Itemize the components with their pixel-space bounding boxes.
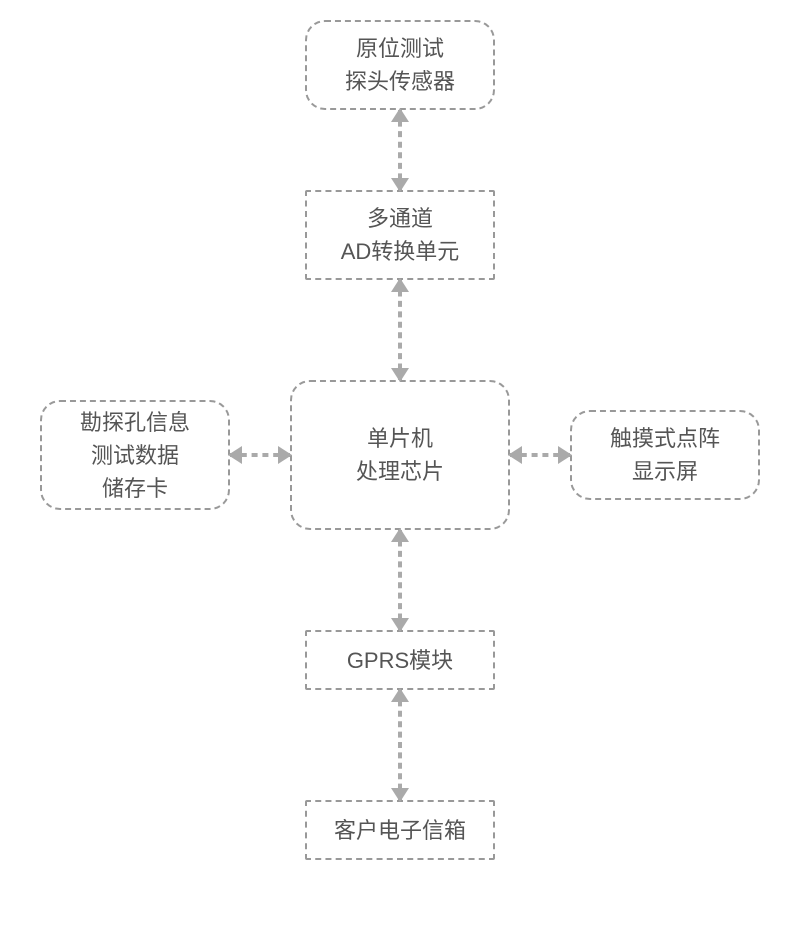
edge-storage-mcu (230, 449, 290, 461)
arrow-head-icon (391, 368, 409, 382)
node-sensor: 原位测试 探头传感器 (305, 20, 495, 110)
arrow-head-icon (391, 618, 409, 632)
node-gprs: GPRS模块 (305, 630, 495, 690)
node-label: 探头传感器 (345, 65, 455, 98)
node-label: 处理芯片 (356, 455, 444, 488)
node-label: 单片机 (367, 422, 433, 455)
arrow-head-icon (391, 108, 409, 122)
node-label: 触摸式点阵 (610, 422, 720, 455)
node-label: 客户电子信箱 (334, 814, 466, 847)
edge-gprs-email (394, 690, 406, 800)
edge-ad-mcu (394, 280, 406, 380)
edge-mcu-display (510, 449, 570, 461)
edge-mcu-gprs (394, 530, 406, 630)
node-ad-converter: 多通道 AD转换单元 (305, 190, 495, 280)
arrow-head-icon (391, 688, 409, 702)
node-label: 显示屏 (632, 455, 698, 488)
node-label: 储存卡 (102, 472, 168, 505)
edge-sensor-ad (394, 110, 406, 190)
node-label: AD转换单元 (341, 235, 460, 268)
arrow-head-icon (391, 278, 409, 292)
node-email: 客户电子信箱 (305, 800, 495, 860)
node-label: 原位测试 (356, 32, 444, 65)
node-display: 触摸式点阵 显示屏 (570, 410, 760, 500)
arrow-head-icon (391, 528, 409, 542)
node-label: 测试数据 (91, 439, 179, 472)
arrow-head-icon (391, 178, 409, 192)
arrow-head-icon (278, 446, 292, 464)
arrow-head-icon (558, 446, 572, 464)
arrow-head-icon (391, 788, 409, 802)
node-label: 勘探孔信息 (80, 406, 190, 439)
node-label: GPRS模块 (347, 644, 453, 677)
node-mcu: 单片机 处理芯片 (290, 380, 510, 530)
node-label: 多通道 (367, 202, 433, 235)
node-storage: 勘探孔信息 测试数据 储存卡 (40, 400, 230, 510)
